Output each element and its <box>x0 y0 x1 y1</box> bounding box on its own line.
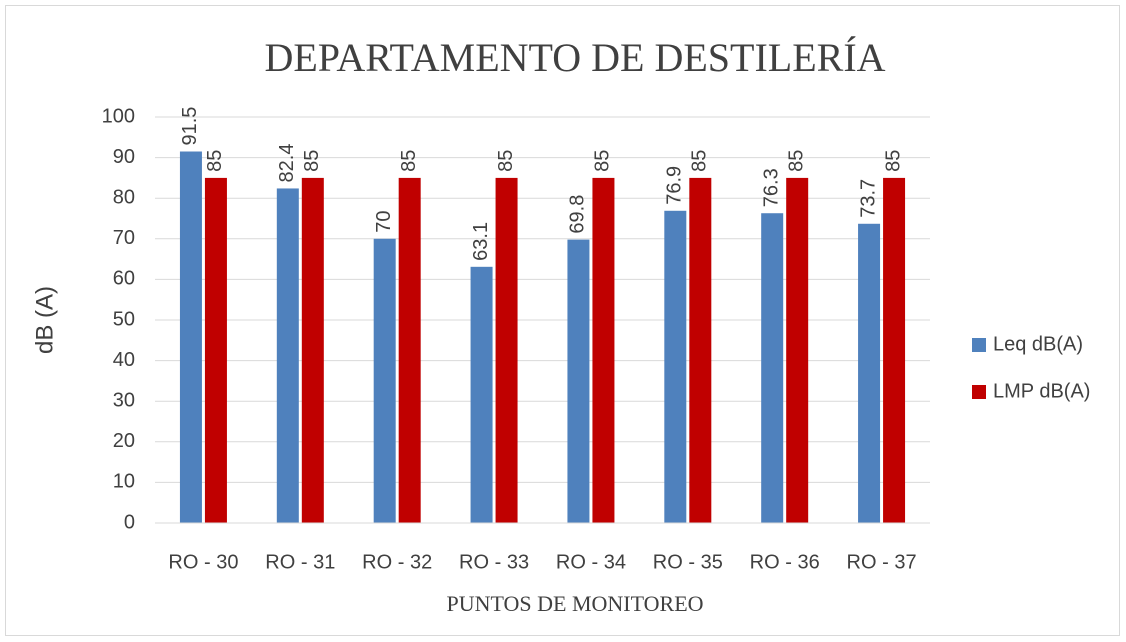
data-label: 85 <box>689 150 711 172</box>
data-label: 82.4 <box>276 144 298 183</box>
bar <box>398 177 421 523</box>
x-axis-label: PUNTOS DE MONITOREO <box>446 591 703 616</box>
y-tick-label: 40 <box>113 349 135 371</box>
x-tick-label: RO - 31 <box>265 551 335 573</box>
data-label: 85 <box>592 150 614 172</box>
y-tick-label: 90 <box>113 146 135 168</box>
bar <box>204 177 227 523</box>
y-tick-label: 30 <box>113 389 135 411</box>
data-label: 76.9 <box>664 166 686 205</box>
bar <box>495 177 518 523</box>
data-label: 85 <box>495 150 517 172</box>
data-label: 69.8 <box>567 195 589 234</box>
legend-label: LMP dB(A) <box>993 380 1090 402</box>
legend-swatch <box>972 338 986 352</box>
bar <box>276 188 299 523</box>
bar <box>567 239 590 523</box>
x-tick-label: RO - 34 <box>556 551 626 573</box>
y-tick-label: 10 <box>113 471 135 493</box>
data-label: 63.1 <box>470 222 492 261</box>
y-tick-label: 80 <box>113 186 135 208</box>
data-label: 76.3 <box>760 168 782 207</box>
bar <box>301 177 324 523</box>
data-label: 85 <box>785 150 807 172</box>
chart-title: DEPARTAMENTO DE DESTILERÍA <box>264 35 885 80</box>
x-tick-label: RO - 35 <box>653 551 723 573</box>
bar <box>689 177 712 523</box>
data-label: 85 <box>398 150 420 172</box>
bar <box>179 151 202 523</box>
y-tick-label: 50 <box>113 308 135 330</box>
x-tick-label: RO - 32 <box>362 551 432 573</box>
y-axis-label: dB (A) <box>31 286 58 354</box>
data-label: 85 <box>882 150 904 172</box>
bar <box>373 238 396 524</box>
bar <box>664 210 687 523</box>
y-tick-label: 70 <box>113 227 135 249</box>
x-tick-label: RO - 33 <box>459 551 529 573</box>
bar <box>470 266 493 523</box>
data-label: 70 <box>373 211 395 233</box>
legend-swatch <box>972 385 986 399</box>
y-tick-label: 20 <box>113 430 135 452</box>
legend-label: Leq dB(A) <box>993 333 1083 355</box>
bar <box>786 177 809 523</box>
y-tick-label: 60 <box>113 268 135 290</box>
data-label: 85 <box>204 150 226 172</box>
bar <box>883 177 906 523</box>
data-label: 85 <box>301 150 323 172</box>
x-tick-label: RO - 37 <box>847 551 917 573</box>
bar <box>858 223 881 523</box>
x-tick-label: RO - 36 <box>750 551 820 573</box>
x-tick-label: RO - 30 <box>168 551 238 573</box>
data-label: 73.7 <box>857 179 879 218</box>
data-label: 91.5 <box>179 107 201 146</box>
y-tick-label: 0 <box>124 511 135 533</box>
bar <box>592 177 615 523</box>
bar <box>761 213 784 524</box>
y-tick-label: 100 <box>102 105 135 127</box>
